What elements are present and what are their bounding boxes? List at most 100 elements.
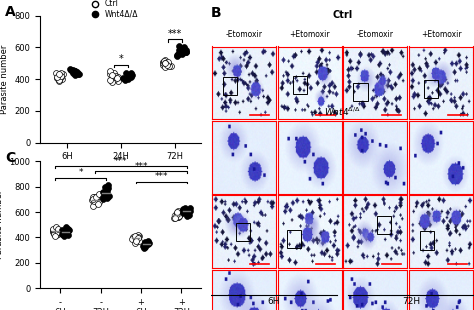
Point (160, 61, 167, 66)
Point (172, 215, 179, 220)
Point (73, 69, 81, 74)
Bar (420, 231, 434, 250)
Point (90, 194, 98, 199)
Point (164, 61, 172, 66)
Point (131, 237, 138, 242)
Point (135, 232, 142, 237)
Point (70, 67, 77, 72)
Point (64, 232, 72, 237)
Point (53, 227, 61, 232)
Bar (287, 230, 301, 248)
Point (161, 58, 169, 63)
Bar (293, 76, 307, 94)
Point (62, 229, 70, 234)
Point (135, 233, 142, 238)
Point (182, 50, 190, 55)
Point (89, 197, 96, 202)
Point (133, 236, 140, 241)
Point (143, 241, 151, 246)
Point (65, 227, 73, 232)
Point (143, 243, 150, 248)
Point (109, 73, 116, 78)
Point (58, 227, 66, 232)
Point (52, 233, 59, 238)
Point (126, 74, 133, 79)
Point (49, 227, 56, 232)
Point (61, 233, 68, 238)
Point (173, 212, 181, 217)
Point (186, 205, 193, 210)
Point (164, 59, 172, 64)
Point (49, 228, 57, 233)
Point (55, 73, 62, 78)
Point (68, 68, 75, 73)
Point (142, 242, 149, 247)
Point (57, 70, 65, 75)
Point (144, 242, 151, 247)
Point (180, 208, 187, 213)
Point (180, 45, 188, 50)
Point (141, 240, 149, 245)
Point (134, 236, 142, 241)
Point (51, 232, 58, 237)
Point (72, 70, 80, 75)
Text: -Etomoxir: -Etomoxir (357, 29, 394, 39)
Point (179, 51, 186, 56)
Point (174, 52, 182, 57)
Point (128, 73, 136, 78)
Point (101, 193, 109, 198)
Point (165, 63, 173, 68)
Point (90, 199, 97, 204)
Point (53, 76, 61, 81)
Point (95, 199, 103, 204)
Point (72, 71, 79, 76)
Point (53, 75, 61, 80)
Point (183, 210, 191, 215)
Point (134, 234, 142, 239)
Point (180, 210, 187, 215)
Text: *: * (118, 54, 123, 64)
Point (107, 69, 114, 73)
Point (132, 238, 140, 243)
Point (100, 194, 107, 199)
Point (135, 239, 143, 244)
Point (55, 72, 63, 77)
Point (176, 211, 183, 216)
Point (56, 75, 64, 80)
Point (52, 71, 60, 76)
Point (177, 47, 184, 52)
Point (140, 244, 148, 249)
Point (103, 196, 110, 201)
Point (142, 241, 150, 246)
Point (174, 215, 182, 219)
Point (103, 190, 111, 196)
Point (91, 196, 98, 201)
Point (182, 48, 190, 53)
Point (186, 208, 194, 213)
Text: 6H: 6H (268, 297, 280, 306)
Point (62, 225, 69, 230)
Point (141, 239, 148, 244)
Point (132, 237, 140, 242)
Text: $Wnt4^{\Delta/\Delta}$: $Wnt4^{\Delta/\Delta}$ (324, 105, 361, 118)
Point (101, 192, 109, 197)
Point (103, 194, 111, 199)
Point (174, 208, 182, 213)
Point (108, 80, 116, 85)
Point (180, 46, 187, 51)
Text: +Etomoxir: +Etomoxir (421, 29, 461, 39)
Point (122, 71, 130, 76)
Point (182, 209, 190, 214)
Bar (354, 83, 367, 101)
Point (59, 230, 67, 235)
Point (162, 60, 169, 65)
Point (74, 72, 82, 77)
Point (132, 236, 139, 241)
Point (115, 74, 122, 79)
Point (125, 77, 132, 82)
Text: 72H: 72H (402, 297, 420, 306)
Point (141, 241, 148, 246)
Point (139, 243, 147, 248)
Point (141, 244, 148, 249)
Point (134, 234, 141, 239)
